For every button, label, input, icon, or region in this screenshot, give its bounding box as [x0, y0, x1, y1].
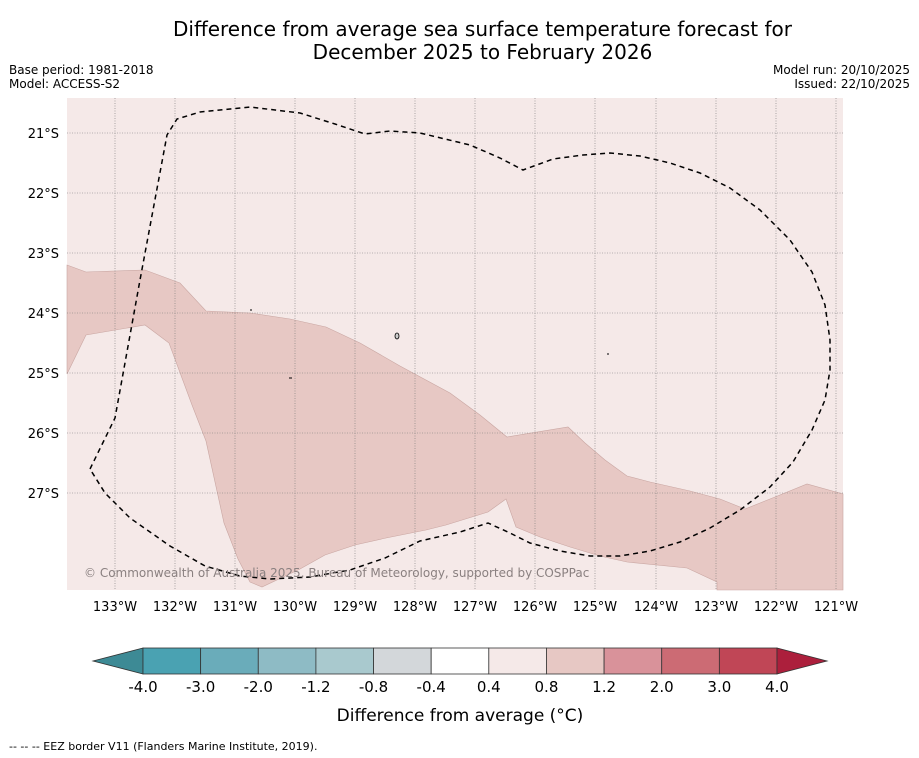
colorbar-segment	[373, 647, 432, 675]
colorbar-segment	[603, 647, 663, 675]
lat-label: 21°S	[28, 127, 59, 142]
lon-label: 123°W	[694, 600, 738, 615]
colorbar-tick-label: -0.4	[417, 678, 446, 696]
lon-label: 121°W	[814, 600, 858, 615]
island-marker	[394, 332, 400, 340]
colorbar-tick-label: -2.0	[244, 678, 273, 696]
lon-label: 124°W	[634, 600, 678, 615]
title-line-2: December 2025 to February 2026	[312, 40, 653, 64]
colorbar-segment	[488, 647, 547, 675]
base-period: Base period: 1981-2018	[9, 63, 154, 77]
colorbar-tick-label: -1.2	[301, 678, 330, 696]
lat-label: 23°S	[28, 247, 59, 262]
lat-label: 24°S	[28, 307, 59, 322]
lat-label: 27°S	[28, 487, 59, 502]
colorbar-tick-label: -0.8	[359, 678, 388, 696]
model-run: Model run: 20/10/2025	[772, 63, 910, 77]
lon-label: 127°W	[453, 600, 497, 615]
colorbar-title: Difference from average (°C)	[337, 706, 584, 726]
colorbar-tick-label: 0.4	[477, 678, 501, 696]
colorbar-tick-label: 4.0	[765, 678, 789, 696]
colorbar-tick-label: 1.2	[592, 678, 616, 696]
model-name: Model: ACCESS-S2	[9, 77, 121, 91]
lon-label: 131°W	[213, 600, 257, 615]
colorbar-tick-label: -3.0	[186, 678, 215, 696]
colorbar-tick-label: -4.0	[128, 678, 157, 696]
lon-label: 130°W	[273, 600, 317, 615]
lon-label: 129°W	[333, 600, 377, 615]
lat-label: 22°S	[28, 187, 59, 202]
lat-label: 25°S	[28, 367, 59, 382]
lon-labels: 133°W 132°W 131°W 130°W 129°W 128°W 127°…	[93, 600, 858, 615]
colorbar-under-arrow	[91, 647, 144, 675]
colorbar: -4.0 -3.0 -2.0 -1.2 -0.8 -0.4 0.4 0.8 1.2 2.0 3.0 4…	[91, 647, 829, 726]
colorbar-tick-label: 0.8	[535, 678, 559, 696]
colorbar-segment	[661, 647, 720, 675]
colorbar-segment	[315, 647, 374, 675]
colorbar-segment	[257, 647, 317, 675]
colorbar-segment	[142, 647, 202, 675]
eez-footnote: -- -- -- EEZ border V11 (Flanders Marine…	[9, 740, 318, 753]
issued-date: Issued: 22/10/2025	[794, 77, 910, 91]
colorbar-segment	[200, 647, 259, 675]
lon-label: 133°W	[93, 600, 137, 615]
lon-label: 128°W	[393, 600, 437, 615]
colorbar-segment	[718, 647, 778, 675]
lon-label: 122°W	[754, 600, 798, 615]
lat-labels: 21°S 22°S 23°S 24°S 25°S 26°S 27°S	[28, 127, 59, 502]
meta-left: Base period: 1981-2018 Model: ACCESS-S2	[9, 63, 154, 91]
lon-label: 125°W	[573, 600, 617, 615]
colorbar-segment	[546, 647, 605, 675]
copyright-text: © Commonwealth of Australia 2025, Bureau…	[84, 566, 589, 580]
warm-anomaly-region	[66, 264, 844, 591]
colorbar-segment	[430, 647, 490, 675]
grid-lines	[67, 98, 843, 590]
meta-right: Model run: 20/10/2025 Issued: 22/10/2025	[773, 63, 910, 91]
colorbar-tick-label: 3.0	[707, 678, 731, 696]
colorbar-over-arrow	[776, 647, 829, 675]
lat-label: 26°S	[28, 427, 59, 442]
colorbar-tick-label: 2.0	[650, 678, 674, 696]
lon-label: 126°W	[513, 600, 557, 615]
chart-title: Difference from average sea surface temp…	[0, 18, 919, 64]
eez-border	[89, 106, 831, 580]
lon-label: 132°W	[153, 600, 197, 615]
title-line-1: Difference from average sea surface temp…	[172, 17, 792, 41]
